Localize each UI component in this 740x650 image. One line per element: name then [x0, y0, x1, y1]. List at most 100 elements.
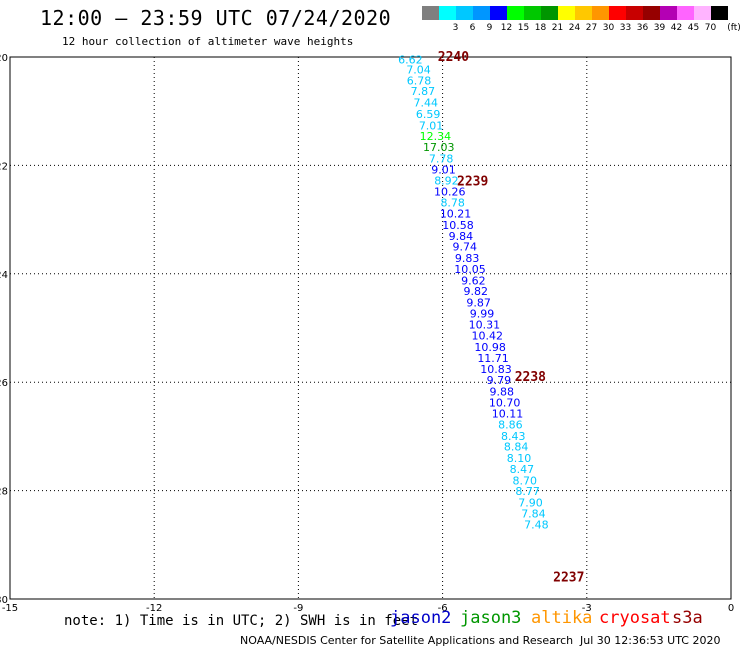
color-scale-label: 45: [687, 23, 700, 33]
color-swatch: [507, 6, 524, 20]
wave-height-point: 8.10: [507, 452, 532, 465]
x-tick-label: -3: [582, 603, 592, 614]
pass-annotation: 2237: [553, 570, 584, 585]
wave-height-point: 7.04: [406, 63, 431, 76]
color-swatch: [711, 6, 728, 20]
x-tick-label: 0: [728, 603, 734, 614]
footer-timestamp: Jul 30 12:36:53 UTC 2020: [580, 634, 721, 647]
wave-height-point: 8.86: [498, 418, 523, 431]
wave-height-point: 8.47: [510, 463, 535, 476]
wave-height-point: 11.71: [477, 352, 509, 365]
chart-title: 12:00 – 23:59 UTC 07/24/2020: [40, 6, 392, 30]
y-tick-label: -30: [0, 595, 8, 606]
y-tick-label: -24: [0, 270, 8, 281]
color-swatch: [575, 6, 592, 20]
color-swatch: [592, 6, 609, 20]
color-swatch: [524, 6, 541, 20]
wave-height-point: 7.01: [419, 119, 444, 132]
footer-credit: NOAA/NESDIS Center for Satellite Applica…: [240, 634, 574, 647]
wave-height-point: 7.84: [521, 507, 546, 520]
color-swatch: [558, 6, 575, 20]
x-tick-label: -9: [293, 603, 303, 614]
color-swatch: [694, 6, 711, 20]
x-tick-label: -6: [438, 603, 448, 614]
x-tick-label: -15: [2, 603, 18, 614]
wave-height-point: 8.43: [501, 430, 526, 443]
wave-height-point: 9.87: [466, 297, 491, 310]
wave-height-point: 7.44: [414, 97, 439, 110]
wave-height-point: 8.77: [515, 485, 540, 498]
color-swatch: [660, 6, 677, 20]
legend-entry-cryosat: cryosat: [599, 608, 671, 628]
wave-height-point: 8.84: [504, 441, 529, 454]
wave-height-point: 7.87: [411, 85, 436, 98]
wave-height-point: 7.48: [524, 519, 549, 532]
wave-height-point: 7.90: [518, 497, 543, 510]
color-swatch: [439, 6, 456, 20]
color-scale-label: 21: [551, 23, 564, 33]
pass-annotation: 2238: [515, 370, 546, 385]
wave-height-point: 10.11: [492, 408, 524, 421]
wave-height-point: 10.58: [442, 219, 474, 232]
color-scale-label: 3: [452, 23, 459, 33]
wave-height-point: 6.59: [416, 108, 441, 121]
wave-height-point: 10.70: [489, 396, 521, 409]
color-scale-label: 24: [568, 23, 581, 33]
wave-height-point: 9.99: [470, 307, 495, 320]
wave-height-point: 9.79: [487, 374, 512, 387]
color-scale-label: 36: [636, 23, 649, 33]
color-swatch: [626, 6, 643, 20]
wave-height-point: 9.74: [452, 241, 477, 254]
color-scale-label: 12: [500, 23, 513, 33]
wave-height-point: 10.42: [472, 330, 504, 343]
wave-height-point: 6.78: [407, 74, 432, 87]
note-text: note: 1) Time is in UTC; 2) SWH is in fe…: [64, 613, 419, 629]
wave-height-point: 17.03: [423, 141, 455, 154]
legend-entry-altika: altika: [531, 608, 593, 628]
wave-height-point: 8.70: [513, 474, 538, 487]
color-swatch: [473, 6, 490, 20]
plot-frame: [9, 56, 732, 600]
color-scale-unit: (ft): [727, 23, 740, 33]
color-scale-label: 70: [704, 23, 717, 33]
legend-entry-s3a: s3a: [672, 608, 703, 628]
wave-height-point: 9.01: [431, 164, 456, 177]
color-scale-label: 9: [486, 23, 493, 33]
color-swatch: [456, 6, 473, 20]
wave-height-point: 10.26: [434, 185, 466, 198]
color-scale-label: 6: [469, 23, 476, 33]
color-swatch: [541, 6, 558, 20]
color-swatch: [677, 6, 694, 20]
legend-entry-jason3: jason3: [460, 608, 522, 628]
color-scale-label: 33: [619, 23, 632, 33]
wave-height-point: 9.88: [489, 385, 514, 398]
y-tick-label: -20: [0, 53, 8, 64]
pass-annotation: 2239: [457, 175, 488, 190]
wave-height-point: 12.34: [420, 130, 452, 143]
satellite-legend: jason2 jason3 altika cryosat s3a: [0, 608, 740, 630]
color-scale-label: 39: [653, 23, 666, 33]
color-scale-label: 27: [585, 23, 598, 33]
chart-subtitle: 12 hour collection of altimeter wave hei…: [62, 35, 354, 48]
wave-height-point: 9.62: [461, 274, 486, 287]
wave-height-point: 9.83: [455, 252, 480, 265]
wave-height-point: 8.78: [440, 196, 465, 209]
color-swatch: [490, 6, 507, 20]
wave-height-point: 10.21: [440, 208, 472, 221]
y-tick-label: -26: [0, 378, 8, 389]
wave-height-point: 10.98: [474, 341, 506, 354]
wave-height-point: 9.82: [464, 285, 489, 298]
wave-height-point: 7.78: [429, 152, 454, 165]
color-swatch: [422, 6, 439, 20]
legend-entry-jason2: jason2: [390, 608, 452, 628]
color-scale-label: 18: [534, 23, 547, 33]
pass-annotation: 2240: [438, 50, 469, 65]
wave-height-point: 6.62: [398, 54, 423, 67]
wave-height-point: 10.31: [469, 319, 501, 332]
wave-height-point: 10.83: [480, 363, 512, 376]
color-scale-label: 30: [602, 23, 615, 33]
wave-height-point: 10.05: [454, 263, 486, 276]
wave-height-point: 9.84: [449, 230, 474, 243]
wave-height-point: 8.92: [434, 175, 459, 188]
